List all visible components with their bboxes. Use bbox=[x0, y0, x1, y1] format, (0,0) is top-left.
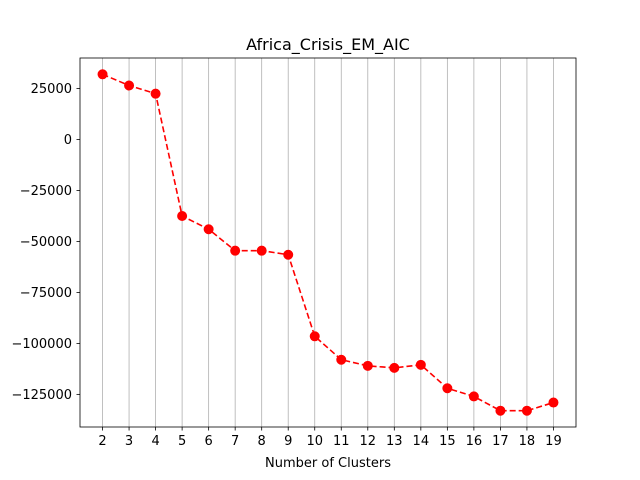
series-line bbox=[102, 73, 554, 412]
data-point bbox=[309, 331, 320, 342]
x-tick-label: 15 bbox=[439, 434, 456, 449]
x-tick-label: 10 bbox=[306, 434, 323, 449]
data-point bbox=[495, 405, 506, 416]
data-point bbox=[389, 362, 400, 373]
x-tick-label: 4 bbox=[151, 434, 159, 449]
x-tick-label: 12 bbox=[360, 434, 377, 449]
data-point bbox=[203, 224, 214, 235]
series-layer bbox=[97, 69, 559, 416]
data-point bbox=[256, 245, 267, 256]
data-point bbox=[468, 391, 479, 402]
data-point bbox=[177, 210, 188, 221]
plot-frame bbox=[79, 57, 577, 428]
data-point bbox=[230, 245, 241, 256]
y-tick-label: −50000 bbox=[20, 235, 72, 250]
y-tick-label: −100000 bbox=[11, 337, 72, 352]
y-tick-label: 0 bbox=[64, 133, 72, 148]
x-tick-label: 18 bbox=[519, 434, 536, 449]
data-point bbox=[415, 359, 426, 370]
x-axis-title: Number of Clusters bbox=[265, 456, 391, 471]
x-tick-label: 8 bbox=[258, 434, 266, 449]
x-tick-label: 6 bbox=[205, 434, 213, 449]
x-tick-label: 14 bbox=[413, 434, 430, 449]
x-tick-label: 9 bbox=[284, 434, 292, 449]
x-tick-label: 7 bbox=[231, 434, 239, 449]
x-tick-label: 3 bbox=[125, 434, 133, 449]
data-point bbox=[336, 354, 347, 365]
x-tick-label: 19 bbox=[545, 434, 562, 449]
y-tick-label: −125000 bbox=[11, 388, 72, 403]
data-point bbox=[442, 383, 453, 394]
y-tick-label: −25000 bbox=[20, 184, 72, 199]
axes: 2 3 4 5 6 7 8 9 10 11 12 13 14 15 16 17 18 19 25000 0 −25000… bbox=[11, 57, 577, 449]
x-tick-label: 17 bbox=[492, 434, 509, 449]
x-tick-label: 13 bbox=[386, 434, 403, 449]
x-tick-label: 5 bbox=[178, 434, 186, 449]
x-tick-label: 11 bbox=[333, 434, 350, 449]
data-point bbox=[150, 88, 161, 99]
y-tick-label: 25000 bbox=[31, 82, 72, 97]
y-tick-label: −75000 bbox=[20, 286, 72, 301]
chart-title: Africa_Crisis_EM_AIC bbox=[246, 35, 410, 55]
data-point bbox=[97, 69, 108, 80]
data-point bbox=[521, 405, 532, 416]
x-tick-label: 2 bbox=[98, 434, 106, 449]
data-point bbox=[283, 249, 294, 260]
data-point bbox=[548, 397, 559, 408]
x-tick-label: 16 bbox=[466, 434, 483, 449]
data-point bbox=[124, 80, 135, 91]
data-point bbox=[362, 360, 373, 371]
